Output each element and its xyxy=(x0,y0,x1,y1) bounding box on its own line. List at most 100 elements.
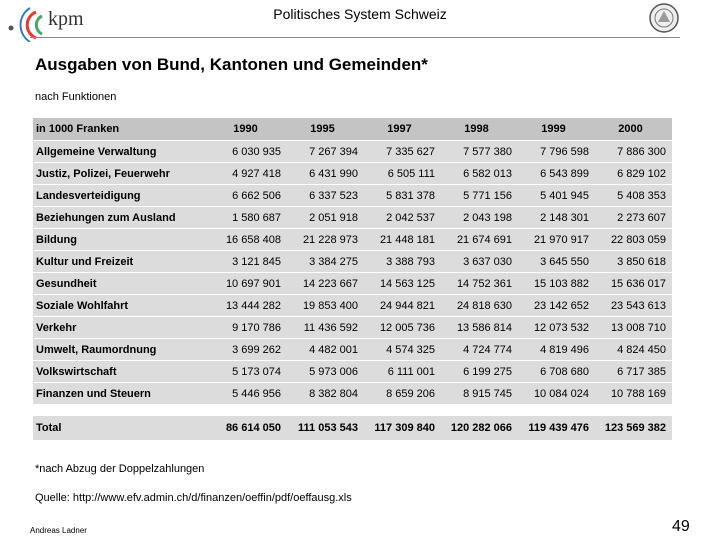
cell-number: 5 771 156 xyxy=(463,189,512,202)
cell-number: 6 829 102 xyxy=(617,167,666,180)
cell-number: 7 796 598 xyxy=(540,145,589,158)
cell-number: 5 408 353 xyxy=(617,189,666,202)
cell-number: 1999 xyxy=(541,123,566,135)
cell-number: 4 819 496 xyxy=(540,343,589,356)
source: Quelle: http://www.efv.admin.ch/d/finanz… xyxy=(35,492,352,504)
table-row: Soziale Wohlfahrt 13 444 282 19 853 400 24 … xyxy=(33,295,672,317)
cell-number: 13 008 710 xyxy=(610,321,666,334)
cell-number: 8 915 745 xyxy=(463,387,512,400)
table-row: Beziehungen zum Ausland 1 580 687 2 051 91… xyxy=(33,207,672,229)
cell-number: 6 708 680 xyxy=(540,365,589,378)
header-rule xyxy=(30,37,680,38)
cell-number: 22 803 059 xyxy=(610,233,666,246)
cell-number: 6 431 990 xyxy=(309,167,358,180)
cell-number: 6 030 935 xyxy=(232,145,281,158)
cell-number: 24 818 630 xyxy=(456,299,512,312)
cell-number: 6 199 275 xyxy=(463,365,512,378)
cell-number: 23 142 652 xyxy=(533,299,589,312)
cell-number: 21 228 973 xyxy=(302,233,358,246)
page-number: 49 xyxy=(672,518,690,535)
cell-number: 2 051 918 xyxy=(309,211,358,224)
cell-number: 14 223 667 xyxy=(302,277,358,290)
table-row: Volkswirtschaft 5 173 074 5 973 006 6 111 0… xyxy=(33,361,672,383)
cell-number: 2 148 301 xyxy=(540,211,589,224)
cell-number: 6 337 523 xyxy=(309,189,358,202)
cell-number: 6 662 506 xyxy=(232,189,281,202)
table: in 1000 Franken 1990 1995 1997 1998 1999 2000 A… xyxy=(33,118,672,441)
cell-number: 14 563 125 xyxy=(379,277,435,290)
cell-number: 3 645 550 xyxy=(540,255,589,268)
cell-label: Kultur und Freizeit xyxy=(36,255,134,268)
cell-number: 4 927 418 xyxy=(232,167,281,180)
cell-number: 86 614 050 xyxy=(225,422,281,434)
cell-number: 5 831 378 xyxy=(386,189,435,202)
cell-number: 1998 xyxy=(464,123,489,135)
cell-number: 21 970 917 xyxy=(533,233,589,246)
cell-number: 12 005 736 xyxy=(379,321,435,334)
cell-number: 2000 xyxy=(618,123,643,135)
table-row: Bildung 16 658 408 21 228 973 21 448 181 21 … xyxy=(33,229,672,251)
footnote: *nach Abzug der Doppelzahlungen xyxy=(35,463,205,475)
cell-number: 4 824 450 xyxy=(617,343,666,356)
cell-number: 3 850 618 xyxy=(617,255,666,268)
cell-number: 7 577 380 xyxy=(463,145,512,158)
cell-number: 119 439 476 xyxy=(528,422,589,434)
table-row: Kultur und Freizeit 3 121 845 3 384 275 3 3… xyxy=(33,251,672,273)
table-row: Gesundheit 10 697 901 14 223 667 14 563 125… xyxy=(33,273,672,295)
cell-number: 24 944 821 xyxy=(379,299,435,312)
cell-number: 13 444 282 xyxy=(225,299,281,312)
cell-label: Bildung xyxy=(36,233,77,246)
cell-number: 16 658 408 xyxy=(225,233,281,246)
cell-number: 3 637 030 xyxy=(463,255,512,268)
cell-number: 5 973 006 xyxy=(309,365,358,378)
table-row: in 1000 Franken 1990 1995 1997 1998 1999 2000 xyxy=(33,118,672,141)
heading: Ausgaben von Bund, Kantonen und Gemeinde… xyxy=(35,55,428,74)
cell-number: 6 505 111 xyxy=(387,167,435,180)
table-row: Allgemeine Verwaltung 6 030 935 7 267 394 7… xyxy=(33,141,672,163)
cell-number: 5 446 956 xyxy=(232,387,281,400)
cell-number: 19 853 400 xyxy=(302,299,358,312)
cell-label: Beziehungen zum Ausland xyxy=(36,211,176,224)
cell-label: Umwelt, Raumordnung xyxy=(36,343,157,356)
cell-number: 1 580 687 xyxy=(232,211,281,224)
cell-number: 1997 xyxy=(387,123,412,135)
cell-number: 6 111 001 xyxy=(387,365,435,378)
cell-number: 7 886 300 xyxy=(617,145,666,158)
cell-label: Finanzen und Steuern xyxy=(36,387,151,400)
cell-number: 120 282 066 xyxy=(450,422,512,434)
cell-number: 8 382 804 xyxy=(309,387,358,400)
cell-number: 12 073 532 xyxy=(533,321,589,334)
cell-number: 7 267 394 xyxy=(309,145,358,158)
table-row: Landesverteidigung 6 662 506 6 337 523 5 83… xyxy=(33,185,672,207)
cell-number: 21 674 691 xyxy=(456,233,512,246)
cell-number: 2 043 198 xyxy=(463,211,512,224)
seal xyxy=(649,3,679,33)
cell-number: 10 084 024 xyxy=(533,387,589,400)
cell-number: 3 121 845 xyxy=(232,255,281,268)
cell-number: 4 724 774 xyxy=(463,343,512,356)
cell-label: Total xyxy=(36,422,62,434)
cell-number: 1995 xyxy=(310,123,335,135)
cell-number: 13 586 814 xyxy=(456,321,512,334)
cell-number: 11 436 592 xyxy=(303,321,358,334)
logo-text: kpm xyxy=(48,8,84,30)
cell-label: Verkehr xyxy=(36,321,77,334)
author: Andreas Ladner xyxy=(30,526,87,535)
cell-number: 2 273 607 xyxy=(617,211,666,224)
cell-number: 117 309 840 xyxy=(374,422,435,434)
cell-label: Landesverteidigung xyxy=(36,189,141,202)
cell-number: 3 699 262 xyxy=(232,343,281,356)
cell-number: 8 659 206 xyxy=(386,387,435,400)
cell-label: in 1000 Franken xyxy=(36,123,120,135)
table-row: Justiz, Polizei, Feuerwehr 4 927 418 6 431… xyxy=(33,163,672,185)
cell-label: Gesundheit xyxy=(36,277,97,290)
cell-number: 14 752 361 xyxy=(456,277,512,290)
cell-number: 10 697 901 xyxy=(225,277,281,290)
cell-label: Soziale Wohlfahrt xyxy=(36,299,129,312)
cell-number: 5 401 945 xyxy=(540,189,589,202)
subheading: nach Funktionen xyxy=(35,91,117,103)
cell-number: 10 788 169 xyxy=(610,387,666,400)
logo-mark xyxy=(8,7,43,42)
table-row: Total 86 614 050 111 053 543 117 309 840 120… xyxy=(33,416,672,441)
